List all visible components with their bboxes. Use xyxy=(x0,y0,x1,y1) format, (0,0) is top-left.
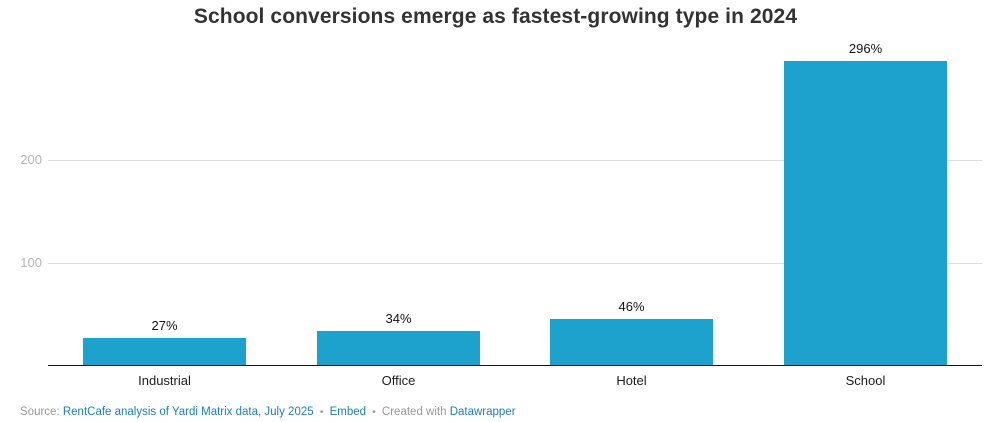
bar-hotel xyxy=(550,319,713,366)
created-with-label: Created with xyxy=(381,406,447,418)
bar-office xyxy=(317,331,480,366)
source-link[interactable]: RentCafe analysis of Yardi Matrix data, … xyxy=(62,406,314,418)
value-label-industrial: 27% xyxy=(151,318,178,333)
category-label-industrial: Industrial xyxy=(138,373,191,388)
gridline-200 xyxy=(48,160,982,161)
category-label-hotel: Hotel xyxy=(616,373,647,388)
datawrapper-link[interactable]: Datawrapper xyxy=(449,406,516,418)
chart-title: School conversions emerge as fastest-gro… xyxy=(193,5,798,28)
y-tick-label-200: 200 xyxy=(20,152,42,167)
value-label-school: 296% xyxy=(848,41,883,56)
bar-industrial xyxy=(83,338,246,366)
category-label-office: Office xyxy=(381,373,416,388)
value-label-hotel: 46% xyxy=(618,299,645,314)
embed-link[interactable]: Embed xyxy=(329,406,366,418)
separator-dot: • xyxy=(319,407,324,418)
separator-dot: • xyxy=(372,407,376,418)
bar-school xyxy=(784,61,947,366)
category-label-school: School xyxy=(845,373,886,388)
plot-area: 100 200 27% Industrial 34% Office 46% Hotel 296%… xyxy=(20,40,982,388)
y-tick-label-100: 100 xyxy=(20,255,42,270)
x-axis-line xyxy=(48,364,982,366)
footer: Source: RentCafe analysis of Yardi Matri… xyxy=(20,406,516,418)
gridline-100 xyxy=(48,263,982,264)
source-label: Source: xyxy=(20,406,60,418)
value-label-office: 34% xyxy=(385,311,412,326)
